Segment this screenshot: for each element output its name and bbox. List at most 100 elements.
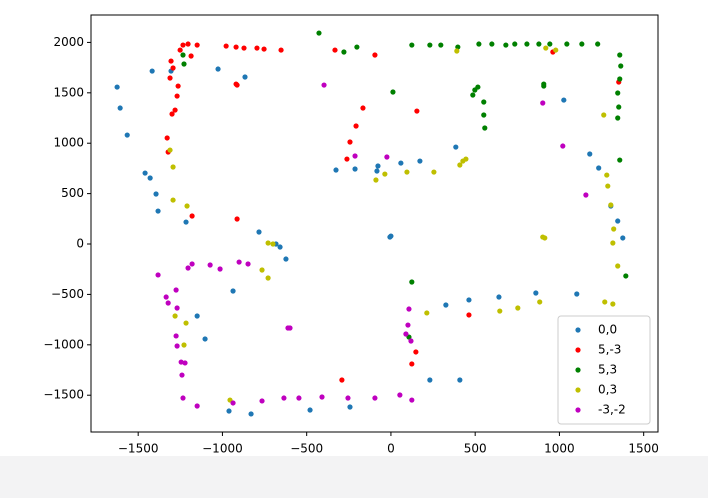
point <box>604 172 610 178</box>
point <box>230 288 236 294</box>
point <box>541 83 547 89</box>
point <box>278 47 284 53</box>
point <box>189 261 195 267</box>
point <box>608 202 614 208</box>
point <box>175 83 181 89</box>
point <box>189 213 195 219</box>
point <box>183 320 189 326</box>
point <box>374 168 380 174</box>
point <box>321 82 327 88</box>
point <box>481 112 487 118</box>
point <box>373 177 379 183</box>
point <box>537 299 543 305</box>
point <box>117 105 123 111</box>
point <box>296 395 302 401</box>
point <box>183 219 189 225</box>
point <box>384 154 390 160</box>
point <box>194 313 200 319</box>
point <box>254 45 260 51</box>
point <box>184 203 190 209</box>
point <box>617 157 623 163</box>
point <box>172 313 178 319</box>
point <box>470 92 476 98</box>
point <box>587 151 593 157</box>
point <box>319 394 325 400</box>
point <box>605 183 611 189</box>
point <box>194 403 200 409</box>
point <box>185 265 191 271</box>
bottom-strip <box>0 456 708 498</box>
point <box>281 395 287 401</box>
point <box>583 192 589 198</box>
point <box>409 361 415 367</box>
point <box>170 197 176 203</box>
point <box>409 42 415 48</box>
point <box>181 342 187 348</box>
point <box>596 165 602 171</box>
y-tick-label: −1000 <box>43 337 84 351</box>
point <box>610 301 616 307</box>
point <box>347 404 353 410</box>
point <box>453 144 459 150</box>
point <box>352 166 358 172</box>
point <box>248 411 254 417</box>
point <box>316 30 322 36</box>
point <box>285 325 291 331</box>
point <box>165 300 171 306</box>
legend-label: -3,-2 <box>598 403 626 417</box>
point <box>174 305 180 311</box>
chart: −1500 −1000 −500 0 500 1000 1500 −1500 −1000 −500… <box>43 14 659 456</box>
point <box>179 372 185 378</box>
point <box>256 229 262 235</box>
point <box>233 44 239 50</box>
point <box>503 42 509 48</box>
point <box>457 162 463 168</box>
point <box>245 261 251 267</box>
point <box>620 235 626 241</box>
point <box>353 123 359 129</box>
point <box>149 68 155 74</box>
axes-frame <box>90 14 659 433</box>
point <box>496 294 502 300</box>
point <box>476 41 482 47</box>
point <box>560 143 566 149</box>
point <box>408 338 414 344</box>
point <box>182 360 188 366</box>
x-tick-label: −1500 <box>118 442 159 456</box>
point <box>347 139 353 145</box>
point <box>114 84 120 90</box>
point <box>427 42 433 48</box>
x-tick-label: −500 <box>290 442 323 456</box>
point <box>147 175 153 181</box>
point <box>332 47 338 53</box>
legend-marker <box>575 367 581 373</box>
point <box>354 44 360 50</box>
point <box>242 74 248 80</box>
point <box>185 41 191 47</box>
point <box>406 306 412 312</box>
point <box>265 275 271 281</box>
point <box>170 164 176 170</box>
point <box>595 41 601 47</box>
legend-marker <box>575 327 581 333</box>
point <box>616 104 622 110</box>
point <box>403 331 409 337</box>
legend-box <box>557 315 651 425</box>
point <box>174 343 180 349</box>
legend-label: 0,0 <box>598 323 617 337</box>
point <box>443 302 449 308</box>
point <box>168 58 174 64</box>
point <box>163 294 169 300</box>
point <box>124 132 130 138</box>
y-tick-label: 0 <box>76 237 84 251</box>
point <box>413 349 419 355</box>
point <box>553 47 559 53</box>
legend-label: 0,3 <box>598 383 617 397</box>
point <box>388 233 394 239</box>
point <box>345 395 351 401</box>
y-tick-label: 500 <box>61 186 84 200</box>
point <box>466 297 472 303</box>
point <box>265 240 271 246</box>
point <box>512 41 518 47</box>
point <box>414 108 420 114</box>
